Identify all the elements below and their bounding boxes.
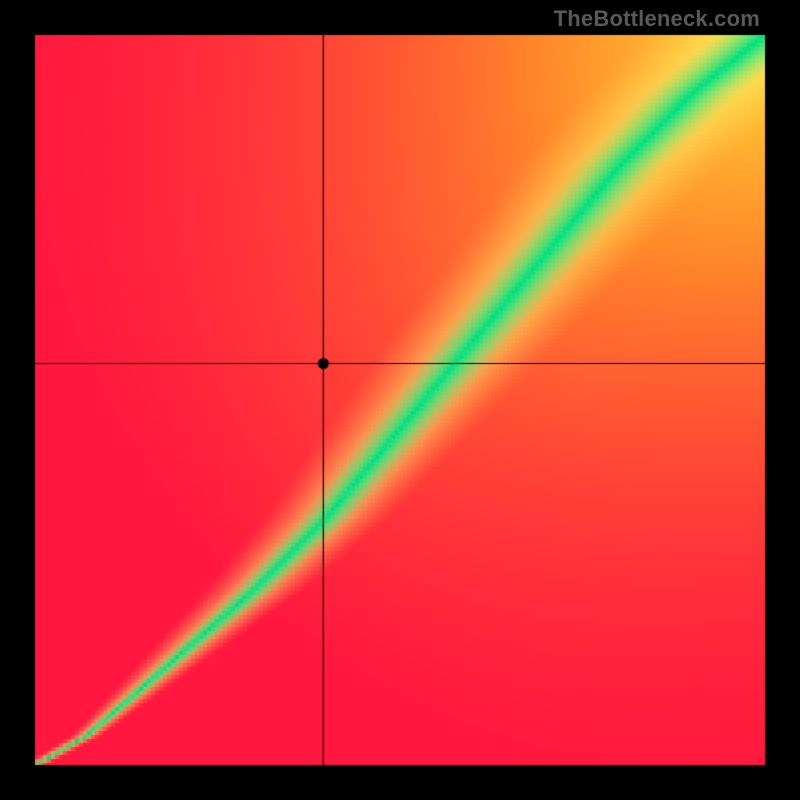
chart-container: TheBottleneck.com: [0, 0, 800, 800]
heatmap-canvas: [0, 0, 800, 800]
